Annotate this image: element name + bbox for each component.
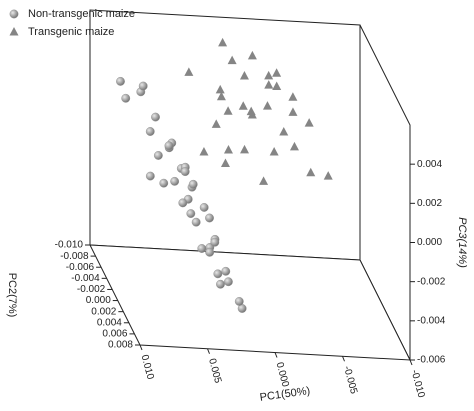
- sphere-point: [216, 279, 225, 289]
- sphere-point: [221, 266, 231, 276]
- y-tick-label: 0.002: [91, 306, 116, 317]
- sphere-point: [116, 76, 125, 86]
- triangle-point: [247, 110, 257, 119]
- triangle-point: [272, 81, 282, 91]
- y-tick-label: -0.002: [77, 284, 106, 295]
- legend-marker: [9, 27, 19, 36]
- triangle-point: [264, 70, 274, 80]
- x-tick-label: 0.005: [206, 357, 223, 384]
- sphere-point: [145, 171, 155, 181]
- x-tick: [342, 356, 345, 362]
- sphere-point: [180, 167, 190, 177]
- x-tick: [207, 348, 210, 354]
- sphere-point: [170, 176, 180, 186]
- x-tick: [139, 344, 143, 351]
- z-tick-label: -0.006: [417, 355, 446, 366]
- z-tick-label: 0.000: [417, 237, 442, 248]
- sphere-point: [234, 297, 244, 306]
- triangle-point: [223, 145, 233, 154]
- sphere-point: [159, 178, 169, 188]
- triangle-point: [306, 167, 316, 177]
- z-tick-label: 0.004: [417, 159, 442, 170]
- triangle-point: [211, 119, 221, 128]
- x-tick-label: -0.010: [409, 369, 427, 400]
- x-tick: [409, 359, 413, 366]
- sphere-point: [186, 209, 196, 218]
- sphere-point: [210, 237, 220, 247]
- sphere-point: [121, 93, 131, 103]
- y-tick-label: 0.006: [102, 329, 127, 340]
- sphere-point: [205, 247, 215, 257]
- back-wall: [89, 9, 361, 261]
- triangle-point: [289, 141, 299, 151]
- sphere-point: [197, 244, 207, 253]
- triangle-point: [272, 68, 282, 77]
- z-axis-label: PC3(14%): [456, 217, 468, 268]
- sphere-point: [164, 141, 174, 151]
- triangle-point: [279, 127, 289, 136]
- sphere-point: [223, 277, 233, 287]
- legend-label: Transgenic maize: [28, 26, 114, 38]
- y-tick-label: -0.010: [55, 240, 84, 251]
- triangle-point: [264, 80, 274, 89]
- triangle-point: [304, 118, 314, 127]
- triangle-point: [259, 176, 269, 185]
- y-tick-label: 0.004: [97, 317, 122, 328]
- triangle-point: [223, 106, 233, 115]
- y-tick-label: 0.008: [108, 340, 133, 351]
- sphere-point: [199, 203, 209, 212]
- sphere-point: [188, 179, 198, 189]
- x-tick-label: -0.005: [341, 365, 359, 396]
- legend-label: Non-transgenic maize: [28, 8, 135, 20]
- x-tick-label: 0.010: [139, 354, 156, 381]
- x-axis-label: PC1(50%): [259, 385, 311, 404]
- y-tick-label: -0.004: [71, 273, 100, 284]
- triangle-point: [323, 171, 333, 180]
- sphere-point: [205, 213, 214, 223]
- sphere-point: [191, 217, 201, 227]
- triangle-point: [184, 67, 194, 76]
- z-tick-label: -0.002: [417, 276, 446, 287]
- y-tick-label: -0.008: [60, 251, 89, 262]
- triangle-point: [215, 84, 225, 94]
- triangle-point: [288, 92, 298, 101]
- triangle-point: [218, 37, 228, 47]
- y-axis-label: PC2(7%): [6, 273, 18, 318]
- sphere-point: [213, 269, 223, 279]
- legend-marker: [9, 9, 19, 19]
- triangle-point: [239, 70, 249, 80]
- triangle-point: [216, 91, 226, 101]
- z-tick-label: -0.004: [417, 315, 446, 326]
- triangle-point: [262, 101, 272, 110]
- triangle-point: [240, 144, 250, 154]
- x-tick: [274, 352, 278, 358]
- sphere-point: [153, 151, 163, 160]
- z-tick-label: 0.002: [417, 198, 442, 209]
- y-tick-label: 0.000: [86, 295, 111, 306]
- sphere-point: [178, 198, 188, 208]
- triangle-point: [247, 50, 257, 60]
- sphere-point: [151, 112, 160, 122]
- triangle-point: [288, 107, 298, 116]
- sphere-point: [138, 81, 148, 91]
- triangle-point: [199, 147, 209, 156]
- y-tick-label: -0.006: [66, 262, 95, 273]
- x-tick-label: 0.000: [274, 361, 291, 388]
- sphere-point: [145, 127, 155, 136]
- triangle-point: [220, 158, 230, 168]
- triangle-point: [227, 55, 237, 65]
- triangle-point: [238, 101, 248, 110]
- triangle-point: [269, 147, 279, 156]
